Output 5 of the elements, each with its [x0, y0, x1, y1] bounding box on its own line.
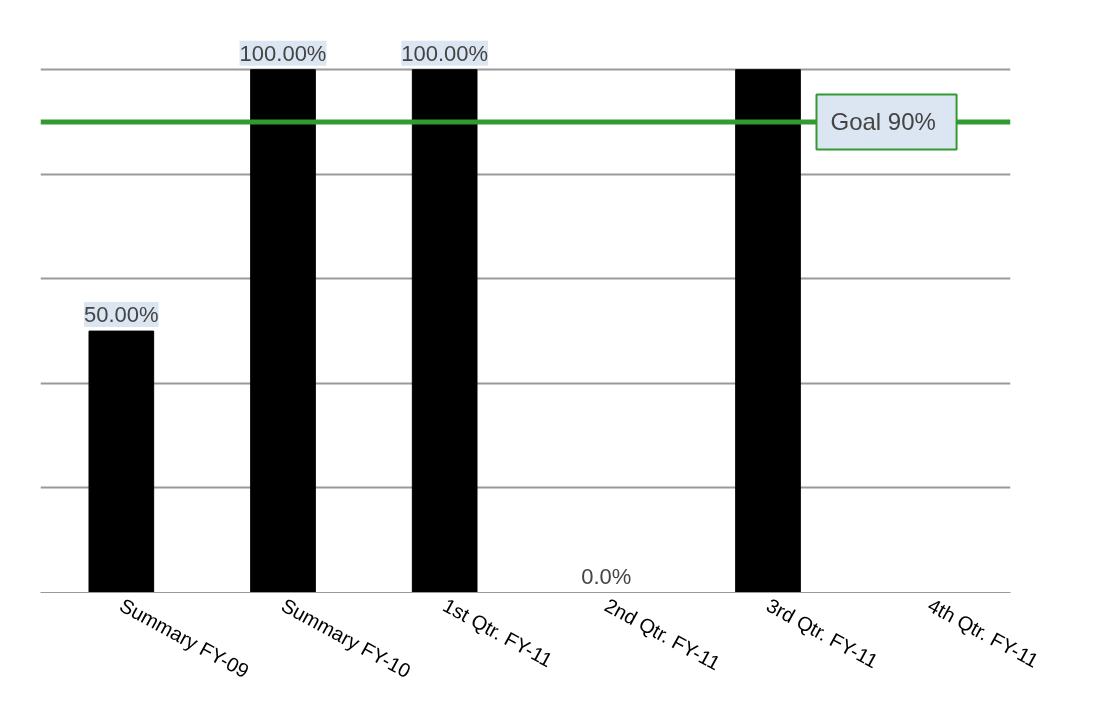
data-label: 100.00%	[239, 40, 327, 66]
data-label: 100.00%	[401, 40, 489, 66]
data-label: 50.00%	[84, 302, 159, 328]
ref-line-label: Goal 90%	[830, 108, 936, 136]
data-label: 0.0%	[581, 563, 632, 589]
